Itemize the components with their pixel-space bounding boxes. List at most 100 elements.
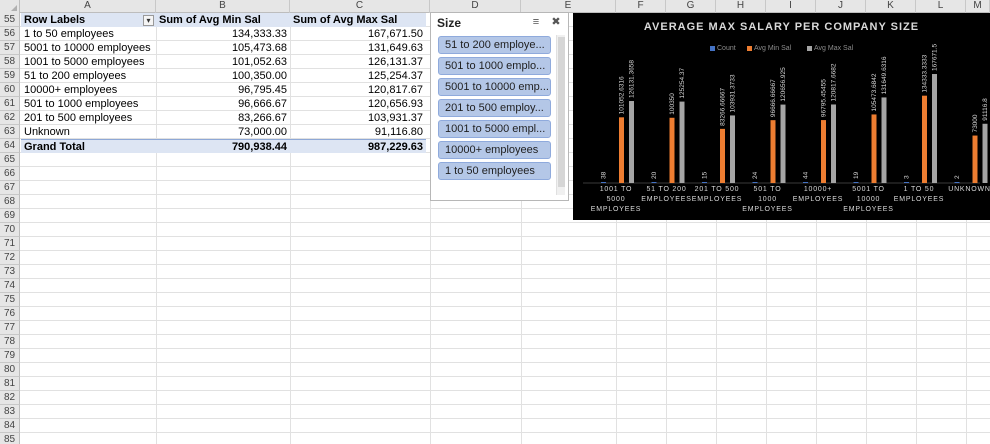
pivot-cell-max[interactable]: 103,931.37: [367, 112, 423, 124]
pivot-cell-label[interactable]: 1 to 50 employees: [24, 28, 114, 40]
row-header-72[interactable]: 72: [0, 251, 20, 265]
pivot-cell-max[interactable]: 126,131.37: [367, 56, 423, 68]
pivot-header-min[interactable]: Sum of Avg Min Sal: [156, 13, 290, 27]
pivot-header-max[interactable]: Sum of Avg Max Sal: [290, 13, 426, 27]
pivot-cell-max[interactable]: 91,116.80: [374, 126, 423, 138]
row-header-79[interactable]: 79: [0, 349, 20, 363]
row-header-56[interactable]: 56: [0, 27, 20, 41]
slicer-item[interactable]: 10000+ employees: [438, 141, 551, 159]
category-label: 1000: [758, 196, 777, 203]
column-header-d[interactable]: D: [430, 0, 521, 13]
pivot-cell-label[interactable]: 51 to 200 employees: [24, 70, 127, 82]
row-header-61[interactable]: 61: [0, 97, 20, 111]
category-label: EMPLOYEES: [894, 196, 944, 203]
pivot-cell-min[interactable]: 83,266.67: [238, 112, 287, 124]
slicer-item[interactable]: 1001 to 5000 empl...: [438, 120, 551, 138]
bar-count: [702, 182, 707, 183]
pivot-cell-label[interactable]: 5001 to 10000 employees: [24, 42, 151, 54]
row-header-67[interactable]: 67: [0, 181, 20, 195]
pivot-cell-label[interactable]: 1001 to 5000 employees: [24, 56, 145, 68]
row-header-84[interactable]: 84: [0, 419, 20, 433]
legend-label-avg-min: Avg Min Sal: [754, 45, 792, 52]
row-header-60[interactable]: 60: [0, 83, 20, 97]
row-header-70[interactable]: 70: [0, 223, 20, 237]
row-header-69[interactable]: 69: [0, 209, 20, 223]
column-header-b[interactable]: B: [156, 0, 290, 13]
slicer-item[interactable]: 51 to 200 employe...: [438, 36, 551, 54]
pivot-cell-label[interactable]: 201 to 500 employees: [24, 112, 133, 124]
row-header-77[interactable]: 77: [0, 321, 20, 335]
row-header-71[interactable]: 71: [0, 237, 20, 251]
pivot-cell-max[interactable]: 125,254.37: [367, 70, 423, 82]
column-header-e[interactable]: E: [521, 0, 616, 13]
row-header-65[interactable]: 65: [0, 153, 20, 167]
pivot-grand-total-label[interactable]: Grand Total: [21, 139, 156, 153]
grid-row-line: [20, 264, 990, 265]
pivot-grand-total-min[interactable]: 790,938.44: [156, 139, 290, 153]
grid-row-line: [20, 292, 990, 293]
category-label: 10000: [857, 196, 880, 203]
pivot-header-row-labels[interactable]: Row Labels: [21, 13, 156, 27]
row-header-62[interactable]: 62: [0, 111, 20, 125]
pivot-cell-label[interactable]: 10000+ employees: [24, 84, 118, 96]
pivot-cell-label[interactable]: 501 to 1000 employees: [24, 98, 139, 110]
row-header-66[interactable]: 66: [0, 167, 20, 181]
bar-avg-min-sal: [821, 120, 826, 183]
column-header-j[interactable]: J: [816, 0, 866, 13]
slicer-item[interactable]: 201 to 500 employ...: [438, 99, 551, 117]
column-header-i[interactable]: I: [766, 0, 816, 13]
select-all-corner[interactable]: [0, 0, 20, 13]
slicer-scrollbar[interactable]: [556, 35, 565, 195]
multi-select-icon[interactable]: ≡: [532, 16, 540, 28]
slicer-item[interactable]: 5001 to 10000 emp...: [438, 78, 551, 96]
pivot-cell-min[interactable]: 73,000.00: [238, 126, 287, 138]
column-header-h[interactable]: H: [716, 0, 766, 13]
slicer-scroll-thumb[interactable]: [558, 37, 565, 187]
row-header-74[interactable]: 74: [0, 279, 20, 293]
salary-chart[interactable]: AVERAGE MAX SALARY PER COMPANY SIZE Coun…: [573, 13, 990, 220]
row-header-57[interactable]: 57: [0, 41, 20, 55]
pivot-grand-total-max[interactable]: 987,229.63: [290, 139, 426, 153]
slicer-item[interactable]: 1 to 50 employees: [438, 162, 551, 180]
column-header-l[interactable]: L: [916, 0, 966, 13]
row-header-81[interactable]: 81: [0, 377, 20, 391]
row-header-63[interactable]: 63: [0, 125, 20, 139]
pivot-cell-min[interactable]: 101,052.63: [231, 56, 287, 68]
row-header-82[interactable]: 82: [0, 391, 20, 405]
row-header-73[interactable]: 73: [0, 265, 20, 279]
row-header-64[interactable]: 64: [0, 139, 20, 153]
column-header-c[interactable]: C: [290, 0, 430, 13]
pivot-cell-max[interactable]: 120,817.67: [367, 84, 423, 96]
data-label: 91116.8: [982, 98, 989, 121]
pivot-cell-min[interactable]: 100,350.00: [231, 70, 287, 82]
clear-filter-icon[interactable]: ✖: [551, 16, 561, 28]
size-slicer[interactable]: Size ≡ ✖ 51 to 200 employe... 501 to 1000…: [430, 12, 569, 201]
column-header-g[interactable]: G: [666, 0, 716, 13]
pivot-cell-min[interactable]: 96,666.67: [238, 98, 287, 110]
column-header-m[interactable]: M: [966, 0, 990, 13]
data-label: 19: [853, 171, 860, 179]
row-header-78[interactable]: 78: [0, 335, 20, 349]
bar-avg-max-sal: [730, 115, 735, 183]
pivot-cell-min[interactable]: 134,333.33: [231, 28, 287, 40]
pivot-cell-min[interactable]: 105,473.68: [231, 42, 287, 54]
row-header-76[interactable]: 76: [0, 307, 20, 321]
row-labels-filter-icon[interactable]: ▾: [143, 15, 154, 26]
column-header-f[interactable]: F: [616, 0, 666, 13]
column-header-a[interactable]: A: [20, 0, 156, 13]
row-header-68[interactable]: 68: [0, 195, 20, 209]
row-header-75[interactable]: 75: [0, 293, 20, 307]
pivot-cell-label[interactable]: Unknown: [24, 126, 70, 138]
slicer-item[interactable]: 501 to 1000 emplo...: [438, 57, 551, 75]
row-header-59[interactable]: 59: [0, 69, 20, 83]
row-header-83[interactable]: 83: [0, 405, 20, 419]
pivot-cell-max[interactable]: 167,671.50: [367, 28, 423, 40]
row-header-80[interactable]: 80: [0, 363, 20, 377]
row-header-58[interactable]: 58: [0, 55, 20, 69]
pivot-cell-max[interactable]: 120,656.93: [367, 98, 423, 110]
column-header-k[interactable]: K: [866, 0, 916, 13]
row-header-55[interactable]: 55: [0, 13, 20, 27]
pivot-cell-min[interactable]: 96,795.45: [238, 84, 287, 96]
pivot-cell-max[interactable]: 131,649.63: [367, 42, 423, 54]
row-header-85[interactable]: 85: [0, 433, 20, 444]
